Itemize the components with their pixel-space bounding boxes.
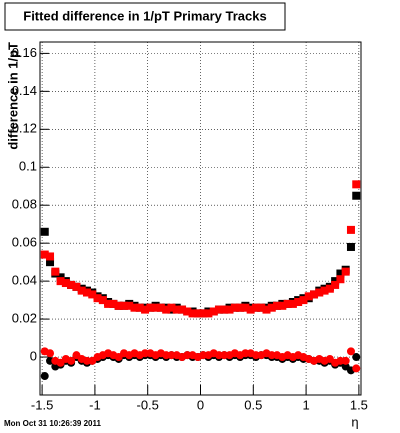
point <box>246 305 255 314</box>
point <box>156 303 165 312</box>
point <box>346 225 355 234</box>
point <box>315 288 324 297</box>
point <box>46 349 55 358</box>
point <box>209 307 218 316</box>
point <box>251 303 260 312</box>
point <box>40 250 49 259</box>
point <box>331 280 340 289</box>
point <box>183 307 192 316</box>
point <box>88 290 97 299</box>
point <box>341 267 350 276</box>
point <box>178 305 187 314</box>
point <box>93 294 102 303</box>
point <box>241 303 250 312</box>
y-tick-label: 0 <box>30 348 37 363</box>
point <box>130 303 139 312</box>
point <box>199 309 208 318</box>
point <box>341 356 350 365</box>
point <box>352 191 361 200</box>
y-tick-label: 0.02 <box>12 311 37 326</box>
point <box>336 269 345 278</box>
point <box>267 303 276 312</box>
point <box>257 303 266 312</box>
point <box>135 303 144 312</box>
y-tick-label: 0.08 <box>12 197 37 212</box>
x-tick-label: -0.5 <box>137 397 159 412</box>
point <box>346 347 355 356</box>
title-box <box>4 2 286 31</box>
point <box>40 227 49 236</box>
point <box>352 364 361 373</box>
point <box>278 301 287 310</box>
x-tick-label: 0.5 <box>244 397 262 412</box>
point <box>204 309 213 318</box>
y-tick-label: 0.12 <box>12 121 37 136</box>
y-axis-label: difference in 1/pT <box>5 42 20 150</box>
point <box>299 296 308 305</box>
point <box>82 288 91 297</box>
point <box>236 303 245 312</box>
point <box>336 275 345 284</box>
point <box>98 296 107 305</box>
point <box>104 299 113 308</box>
point <box>40 372 49 381</box>
point <box>188 309 197 318</box>
x-axis-label: η <box>351 414 358 429</box>
y-tick-label: 0.06 <box>12 235 37 250</box>
point <box>325 284 334 293</box>
point <box>119 301 128 310</box>
point <box>304 292 313 301</box>
point <box>352 353 361 362</box>
point <box>109 299 118 308</box>
point <box>125 301 134 310</box>
y-tick-label: 0.14 <box>12 83 37 98</box>
point <box>273 301 282 310</box>
point <box>72 282 81 291</box>
point <box>288 299 297 308</box>
x-tick-label: 1.5 <box>350 397 368 412</box>
point <box>46 252 55 261</box>
point <box>51 267 60 276</box>
footer: Mon Oct 31 10:26:39 2011 <box>4 419 101 428</box>
y-tick-label: 0.04 <box>12 273 37 288</box>
point <box>193 309 202 318</box>
point <box>172 305 181 314</box>
x-tick-label: -1 <box>89 397 101 412</box>
point <box>262 305 271 314</box>
point <box>310 290 319 299</box>
point <box>230 303 239 312</box>
chart-title: Fitted difference in 1/pT Primary Tracks <box>23 8 266 23</box>
y-tick-label: 0.1 <box>19 159 37 174</box>
point <box>283 299 292 308</box>
y-tick-label: 0.16 <box>12 45 37 60</box>
point <box>352 180 361 189</box>
point <box>225 305 234 314</box>
point <box>320 286 329 295</box>
point <box>61 279 70 288</box>
point <box>56 277 65 286</box>
x-tick-label: 1 <box>302 397 309 412</box>
point <box>77 286 86 295</box>
point <box>146 303 155 312</box>
point <box>167 303 176 312</box>
point <box>346 242 355 251</box>
point <box>294 298 303 307</box>
point <box>162 305 171 314</box>
x-tick-label: -1.5 <box>31 397 53 412</box>
point <box>67 356 76 365</box>
point <box>220 305 229 314</box>
point <box>114 301 123 310</box>
point <box>214 305 223 314</box>
point <box>67 280 76 289</box>
point <box>141 305 150 314</box>
point <box>151 303 160 312</box>
x-tick-label: 0 <box>197 397 204 412</box>
point <box>46 258 55 267</box>
